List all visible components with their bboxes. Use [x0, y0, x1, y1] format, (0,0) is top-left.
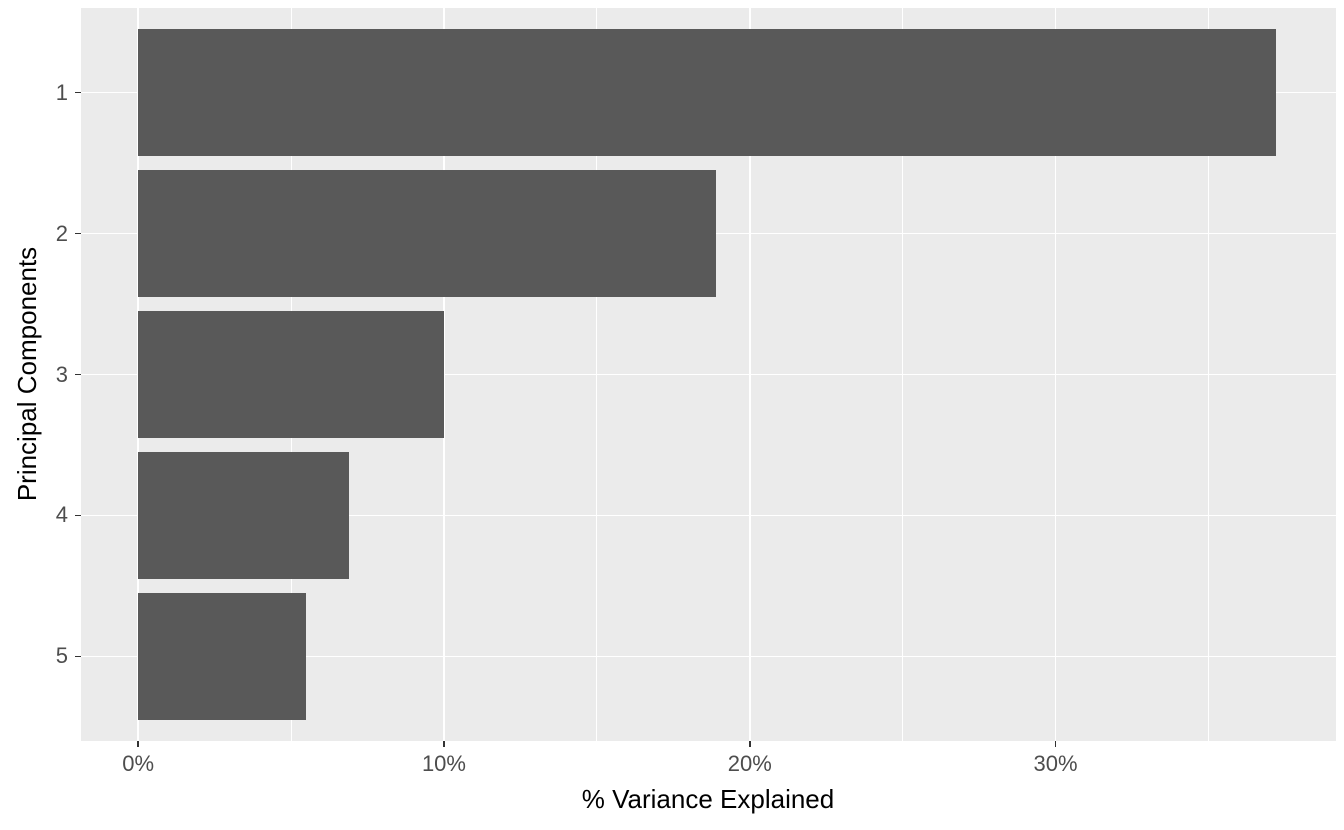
y-tick-label: 3 — [55, 361, 68, 387]
y-tick-mark — [75, 514, 81, 517]
bar-pc2 — [138, 170, 717, 297]
x-tick-mark — [1054, 741, 1057, 747]
plot-panel — [81, 8, 1336, 741]
y-tick-label: 2 — [55, 220, 68, 246]
y-tick-label: 1 — [55, 79, 68, 105]
x-axis-title: % Variance Explained — [581, 784, 835, 814]
gridline-major-y — [81, 655, 1336, 658]
bar-pc1 — [138, 29, 1276, 156]
gridline-major-y — [81, 373, 1336, 376]
x-tick-mark — [748, 741, 751, 747]
bar-pc5 — [138, 592, 307, 720]
y-tick-mark — [75, 655, 81, 658]
x-tick-mark — [137, 741, 139, 747]
y-tick-mark — [75, 91, 81, 94]
bar-pc3 — [138, 311, 444, 438]
x-tick-label: 10% — [421, 751, 466, 776]
x-tick-label: 20% — [727, 751, 772, 776]
bar-pc4 — [138, 452, 350, 579]
gridline-major-y — [81, 514, 1336, 517]
x-tick-label: 0% — [122, 751, 155, 776]
y-tick-label: 5 — [55, 643, 68, 669]
x-tick-mark — [443, 741, 445, 747]
x-tick-label: 30% — [1033, 751, 1078, 776]
y-tick-label: 4 — [55, 502, 68, 528]
y-tick-mark — [75, 232, 81, 235]
y-tick-mark — [75, 373, 81, 376]
y-axis-title: Principal Components — [12, 246, 42, 502]
